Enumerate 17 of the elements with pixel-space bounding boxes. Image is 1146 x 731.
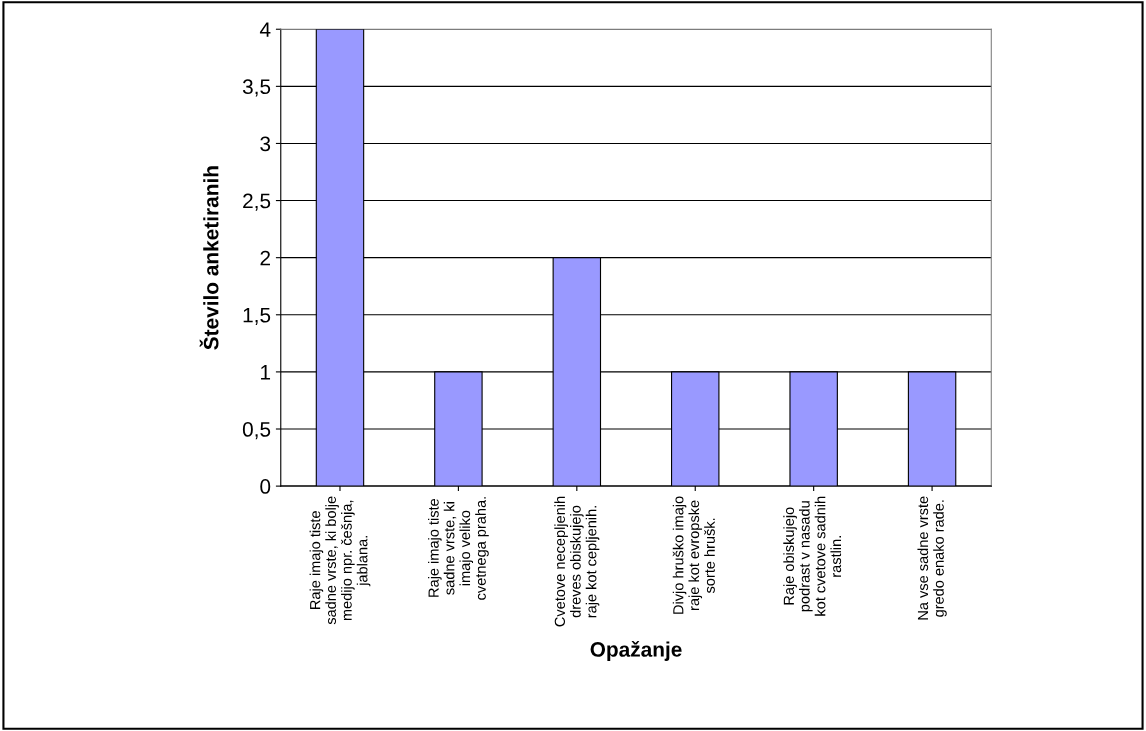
- x-tick-label: Na vse sadne vrste gredo enako rade.: [917, 496, 947, 620]
- y-tick-label: 2: [260, 250, 270, 266]
- y-tick-label: 4: [259, 22, 271, 37]
- y-tick-label: 2,5: [243, 193, 271, 211]
- y-tick-label: 3: [260, 136, 271, 152]
- x-tick-label: Divjo hruško imajo raje kot evropske sorte hrušk.: [672, 496, 715, 614]
- x-tick-label: Raje imajo tiste sadne vrste, ki imajo veliko cvetnega praha.: [428, 497, 489, 600]
- y-tick-label: 1: [261, 365, 271, 380]
- x-tick-label: Raje imajo tiste sadne vrste, ki bolje medijo npr. češnja, jablana.: [309, 496, 371, 625]
- y-tick-label: 1,5: [243, 308, 271, 325]
- y-axis-title: Število anketiranih: [199, 166, 219, 350]
- y-tick-label: 3,5: [242, 79, 271, 97]
- x-axis-title: Opažanje: [590, 641, 682, 661]
- y-tick-label: 0,5: [242, 422, 271, 440]
- y-tick-label: 0: [260, 479, 271, 494]
- x-tick-label: Cvetove necepljenih dreves obiskujejo raje kot cepljenih.: [554, 496, 600, 627]
- x-tick-label: Raje obiskujejo podrast v nasadu kot cvetove sadnih rastlin.: [783, 496, 842, 616]
